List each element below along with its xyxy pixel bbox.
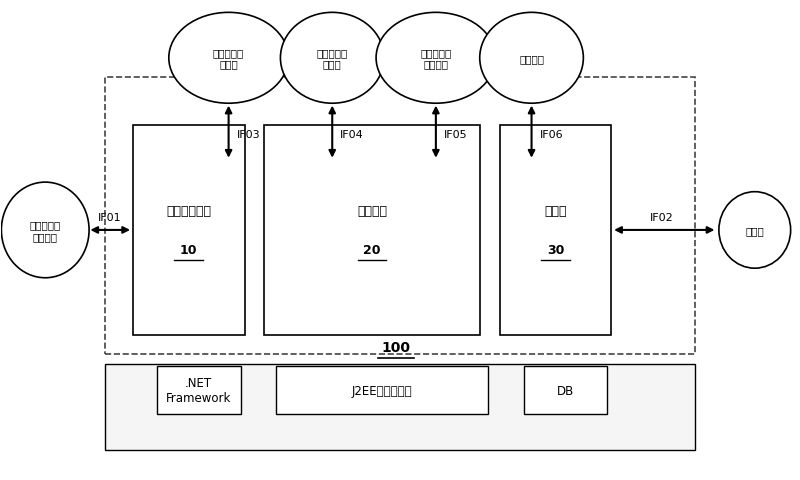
- Text: 20: 20: [363, 243, 381, 256]
- Text: IF05: IF05: [444, 130, 467, 140]
- Ellipse shape: [281, 13, 384, 104]
- Text: 10: 10: [180, 243, 198, 256]
- Text: 第三方应用
服务端: 第三方应用 服务端: [213, 48, 244, 70]
- Text: IF06: IF06: [539, 130, 563, 140]
- Bar: [523, 366, 607, 414]
- Text: .NET
Framework: .NET Framework: [166, 376, 231, 404]
- Bar: [265, 125, 480, 336]
- Bar: [500, 125, 611, 336]
- Bar: [105, 78, 695, 355]
- Text: 其他支持软
件子系统: 其他支持软 件子系统: [420, 48, 451, 70]
- Ellipse shape: [480, 13, 583, 104]
- Bar: [157, 366, 241, 414]
- Bar: [105, 364, 695, 450]
- Text: IF02: IF02: [650, 212, 674, 222]
- Text: 管理员: 管理员: [746, 226, 764, 236]
- Text: DB: DB: [557, 384, 574, 397]
- Text: IF03: IF03: [237, 130, 260, 140]
- Text: 第三方应用
客户端: 第三方应用 客户端: [317, 48, 348, 70]
- Text: 100: 100: [382, 340, 410, 354]
- Ellipse shape: [719, 192, 790, 269]
- Text: 管理台: 管理台: [544, 205, 566, 218]
- Ellipse shape: [376, 13, 496, 104]
- Ellipse shape: [169, 13, 288, 104]
- Ellipse shape: [2, 183, 89, 278]
- Text: 第三方应用
开发人员: 第三方应用 开发人员: [30, 220, 61, 241]
- Text: 30: 30: [546, 243, 564, 256]
- Text: 集成开发环境: 集成开发环境: [166, 205, 211, 218]
- Text: IF04: IF04: [340, 130, 364, 140]
- Text: 网管系统: 网管系统: [519, 54, 544, 64]
- Bar: [133, 125, 245, 336]
- Bar: [277, 366, 488, 414]
- Text: IF01: IF01: [98, 212, 122, 222]
- Text: J2EE应用服务器: J2EE应用服务器: [352, 384, 412, 397]
- Text: 运行平台: 运行平台: [357, 205, 387, 218]
